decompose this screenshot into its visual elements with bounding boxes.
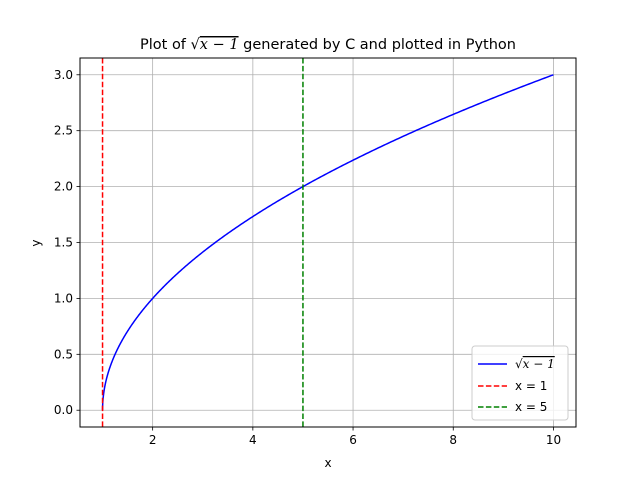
y-tick-label: 1.5 xyxy=(54,236,73,250)
x-tick-label: 8 xyxy=(449,433,457,447)
x-tick-label: 6 xyxy=(349,433,357,447)
x-tick-label: 10 xyxy=(546,433,561,447)
y-tick-label: 2.0 xyxy=(54,180,73,194)
y-tick-label: 3.0 xyxy=(54,68,73,82)
x-axis-label: x xyxy=(324,456,331,470)
y-tick-label: 2.5 xyxy=(54,124,73,138)
legend-label-curve: √x − 1 xyxy=(515,357,555,371)
legend-label-x5: x = 5 xyxy=(515,400,547,414)
title-math: x − 1 xyxy=(200,37,239,53)
plot-area xyxy=(101,58,554,427)
y-tick-label: 1.0 xyxy=(54,291,73,305)
title-prefix: Plot of xyxy=(140,37,191,53)
title-sqrt-symbol: √ xyxy=(191,37,201,53)
title-suffix: generated by C and plotted in Python xyxy=(239,37,516,53)
chart-title: Plot of √x − 1 generated by C and plotte… xyxy=(140,37,516,53)
series-curve xyxy=(101,74,554,411)
y-axis-ticks: 0.0 0.5 1.0 1.5 2.0 2.5 3.0 xyxy=(54,68,80,417)
y-axis-label: y xyxy=(29,239,43,246)
x-tick-label: 2 xyxy=(149,433,157,447)
y-tick-label: 0.5 xyxy=(54,347,73,361)
x-tick-label: 4 xyxy=(249,433,257,447)
legend: √x − 1 x = 1 x = 5 xyxy=(471,345,569,421)
y-tick-label: 0.0 xyxy=(54,403,73,417)
x-axis-ticks: 2 4 6 8 10 xyxy=(149,427,561,447)
legend-label-x1: x = 1 xyxy=(515,379,547,393)
